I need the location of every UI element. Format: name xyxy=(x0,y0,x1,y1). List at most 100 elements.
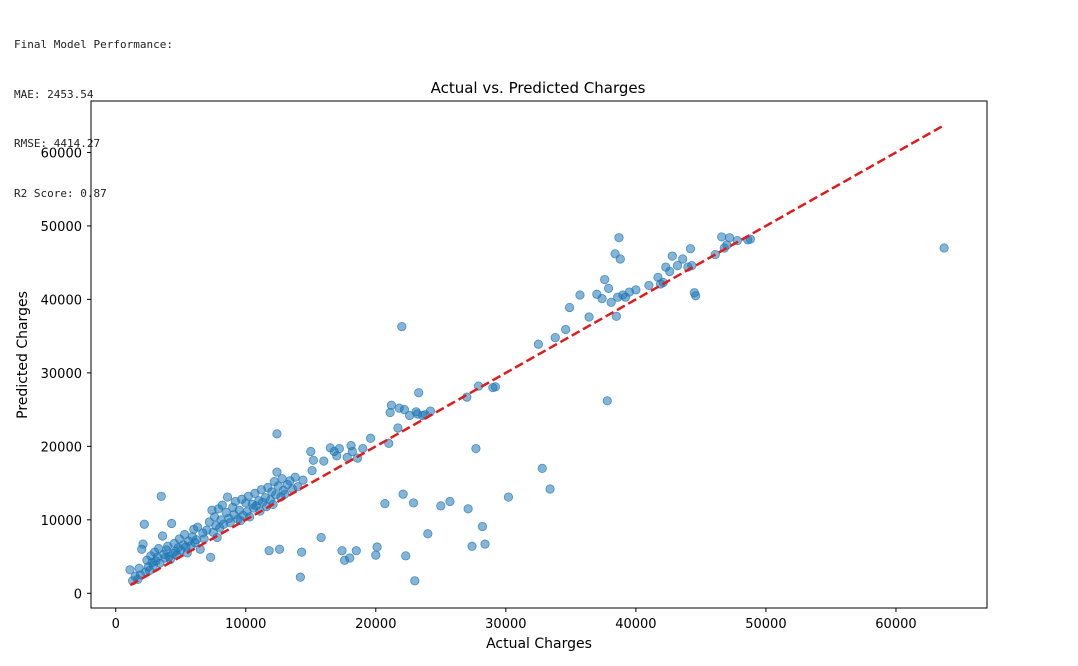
data-point xyxy=(217,500,227,510)
data-point xyxy=(308,455,318,465)
data-point xyxy=(125,565,135,575)
y-tick-label: 60000 xyxy=(41,146,82,161)
data-point xyxy=(371,550,381,560)
data-point xyxy=(615,254,625,264)
reference-line-layer xyxy=(129,123,946,587)
data-point xyxy=(191,535,201,545)
data-point xyxy=(463,504,473,514)
data-point xyxy=(717,232,727,242)
data-point xyxy=(584,312,594,322)
plot-area-frame xyxy=(90,100,988,609)
data-point xyxy=(316,532,326,543)
data-point xyxy=(272,467,282,477)
data-point xyxy=(264,546,274,556)
x-tick-label: 50000 xyxy=(745,617,786,632)
data-point xyxy=(533,339,543,349)
data-point xyxy=(537,463,547,473)
x-tick-label: 20000 xyxy=(355,617,396,632)
x-axis-label: Actual Charges xyxy=(486,636,592,652)
data-point xyxy=(631,285,641,295)
data-point xyxy=(467,541,477,551)
data-point xyxy=(685,244,696,254)
output-line-rmse: RMSE: 4414.27 xyxy=(14,137,101,150)
output-text-block: Final Model Performance: MAE: 2453.54 RM… xyxy=(14,4,173,219)
data-point xyxy=(274,544,285,554)
data-point xyxy=(436,501,446,511)
y-tick-label: 20000 xyxy=(41,440,82,455)
data-point xyxy=(386,400,397,410)
x-tick-label: 10000 xyxy=(225,617,266,632)
data-point xyxy=(691,291,701,301)
data-point xyxy=(193,522,203,532)
data-point xyxy=(337,546,347,556)
y-tick-label: 30000 xyxy=(41,367,82,382)
data-point xyxy=(597,294,607,304)
axis-ticks: 0 10000 20000 30000 40000 50000 60000 0 10000 200… xyxy=(41,146,917,632)
data-point xyxy=(157,531,168,541)
data-point xyxy=(401,551,411,561)
data-point xyxy=(550,332,560,343)
y-axis-label: Predicted Charges xyxy=(15,291,31,419)
data-point xyxy=(199,534,209,544)
data-point xyxy=(298,475,308,485)
reference-line xyxy=(129,123,946,587)
data-point xyxy=(398,489,408,499)
data-point xyxy=(423,529,433,539)
data-point xyxy=(667,251,677,261)
x-tick-label: 60000 xyxy=(875,617,916,632)
y-tick-label: 40000 xyxy=(41,293,82,308)
data-point xyxy=(445,496,455,507)
output-line-heading: Final Model Performance: xyxy=(14,38,173,51)
data-point xyxy=(307,465,317,476)
data-point xyxy=(503,492,514,502)
data-point xyxy=(393,423,403,433)
x-tick-label: 30000 xyxy=(485,617,526,632)
data-point xyxy=(665,266,675,277)
data-point xyxy=(358,443,368,454)
data-point xyxy=(347,446,357,457)
data-point xyxy=(939,243,949,253)
data-point xyxy=(290,472,300,482)
data-point xyxy=(678,254,688,264)
data-point xyxy=(351,546,361,556)
data-point xyxy=(319,456,329,466)
data-point xyxy=(614,233,624,243)
data-point xyxy=(408,498,419,508)
data-point xyxy=(138,539,148,549)
data-point xyxy=(156,491,166,501)
data-point xyxy=(345,553,355,563)
data-point xyxy=(306,446,316,457)
y-tick-label: 50000 xyxy=(41,220,82,235)
data-point xyxy=(490,382,501,392)
data-point xyxy=(611,311,621,321)
output-line-r2: R2 Score: 0.87 xyxy=(14,186,107,200)
data-point xyxy=(480,539,490,549)
y-tick-label: 10000 xyxy=(41,514,82,529)
data-point xyxy=(414,388,424,398)
data-point xyxy=(399,405,410,415)
chart-title: Actual vs. Predicted Charges xyxy=(431,79,646,97)
data-point xyxy=(225,518,235,528)
data-point xyxy=(600,274,610,285)
y-tick-label: 0 xyxy=(74,587,82,602)
scatter-points xyxy=(125,232,949,586)
data-point xyxy=(724,233,735,243)
x-tick-label: 40000 xyxy=(615,617,656,632)
data-point xyxy=(603,283,614,293)
data-point xyxy=(206,552,216,562)
data-point xyxy=(365,433,376,443)
data-point xyxy=(477,521,488,532)
data-point xyxy=(272,429,282,439)
data-point xyxy=(606,297,616,307)
output-line-mae: MAE: 2453.54 xyxy=(14,87,94,101)
data-point xyxy=(575,290,585,300)
data-point xyxy=(295,572,305,582)
data-point xyxy=(334,443,344,454)
x-tick-label: 0 xyxy=(112,617,120,632)
data-point xyxy=(222,492,233,502)
data-point xyxy=(561,324,571,335)
data-point xyxy=(139,519,149,529)
data-point xyxy=(372,542,382,552)
data-point xyxy=(425,406,436,416)
